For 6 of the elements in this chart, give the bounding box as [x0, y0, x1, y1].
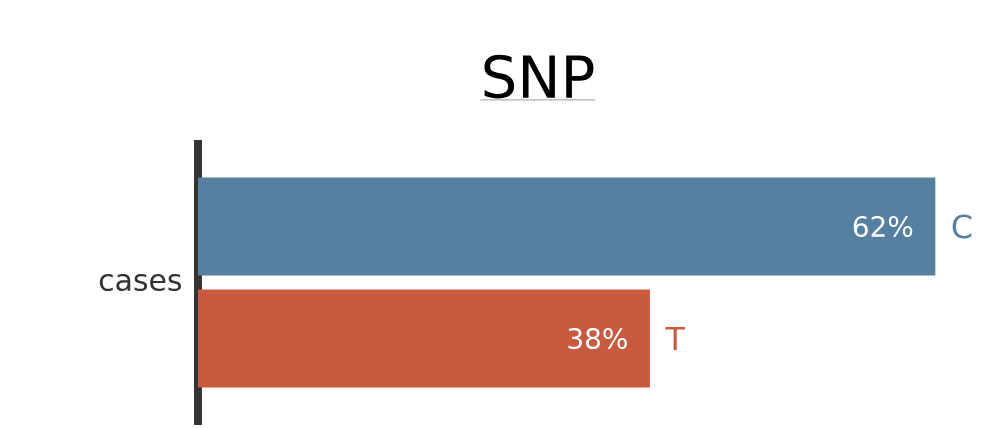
y-tick-label: cases — [99, 273, 182, 292]
chart-title: SNP — [484, 54, 594, 99]
series-label: T — [665, 326, 685, 351]
series-label: C — [952, 214, 972, 239]
data-label: 62% — [853, 215, 913, 238]
data-label: 38% — [568, 327, 627, 350]
